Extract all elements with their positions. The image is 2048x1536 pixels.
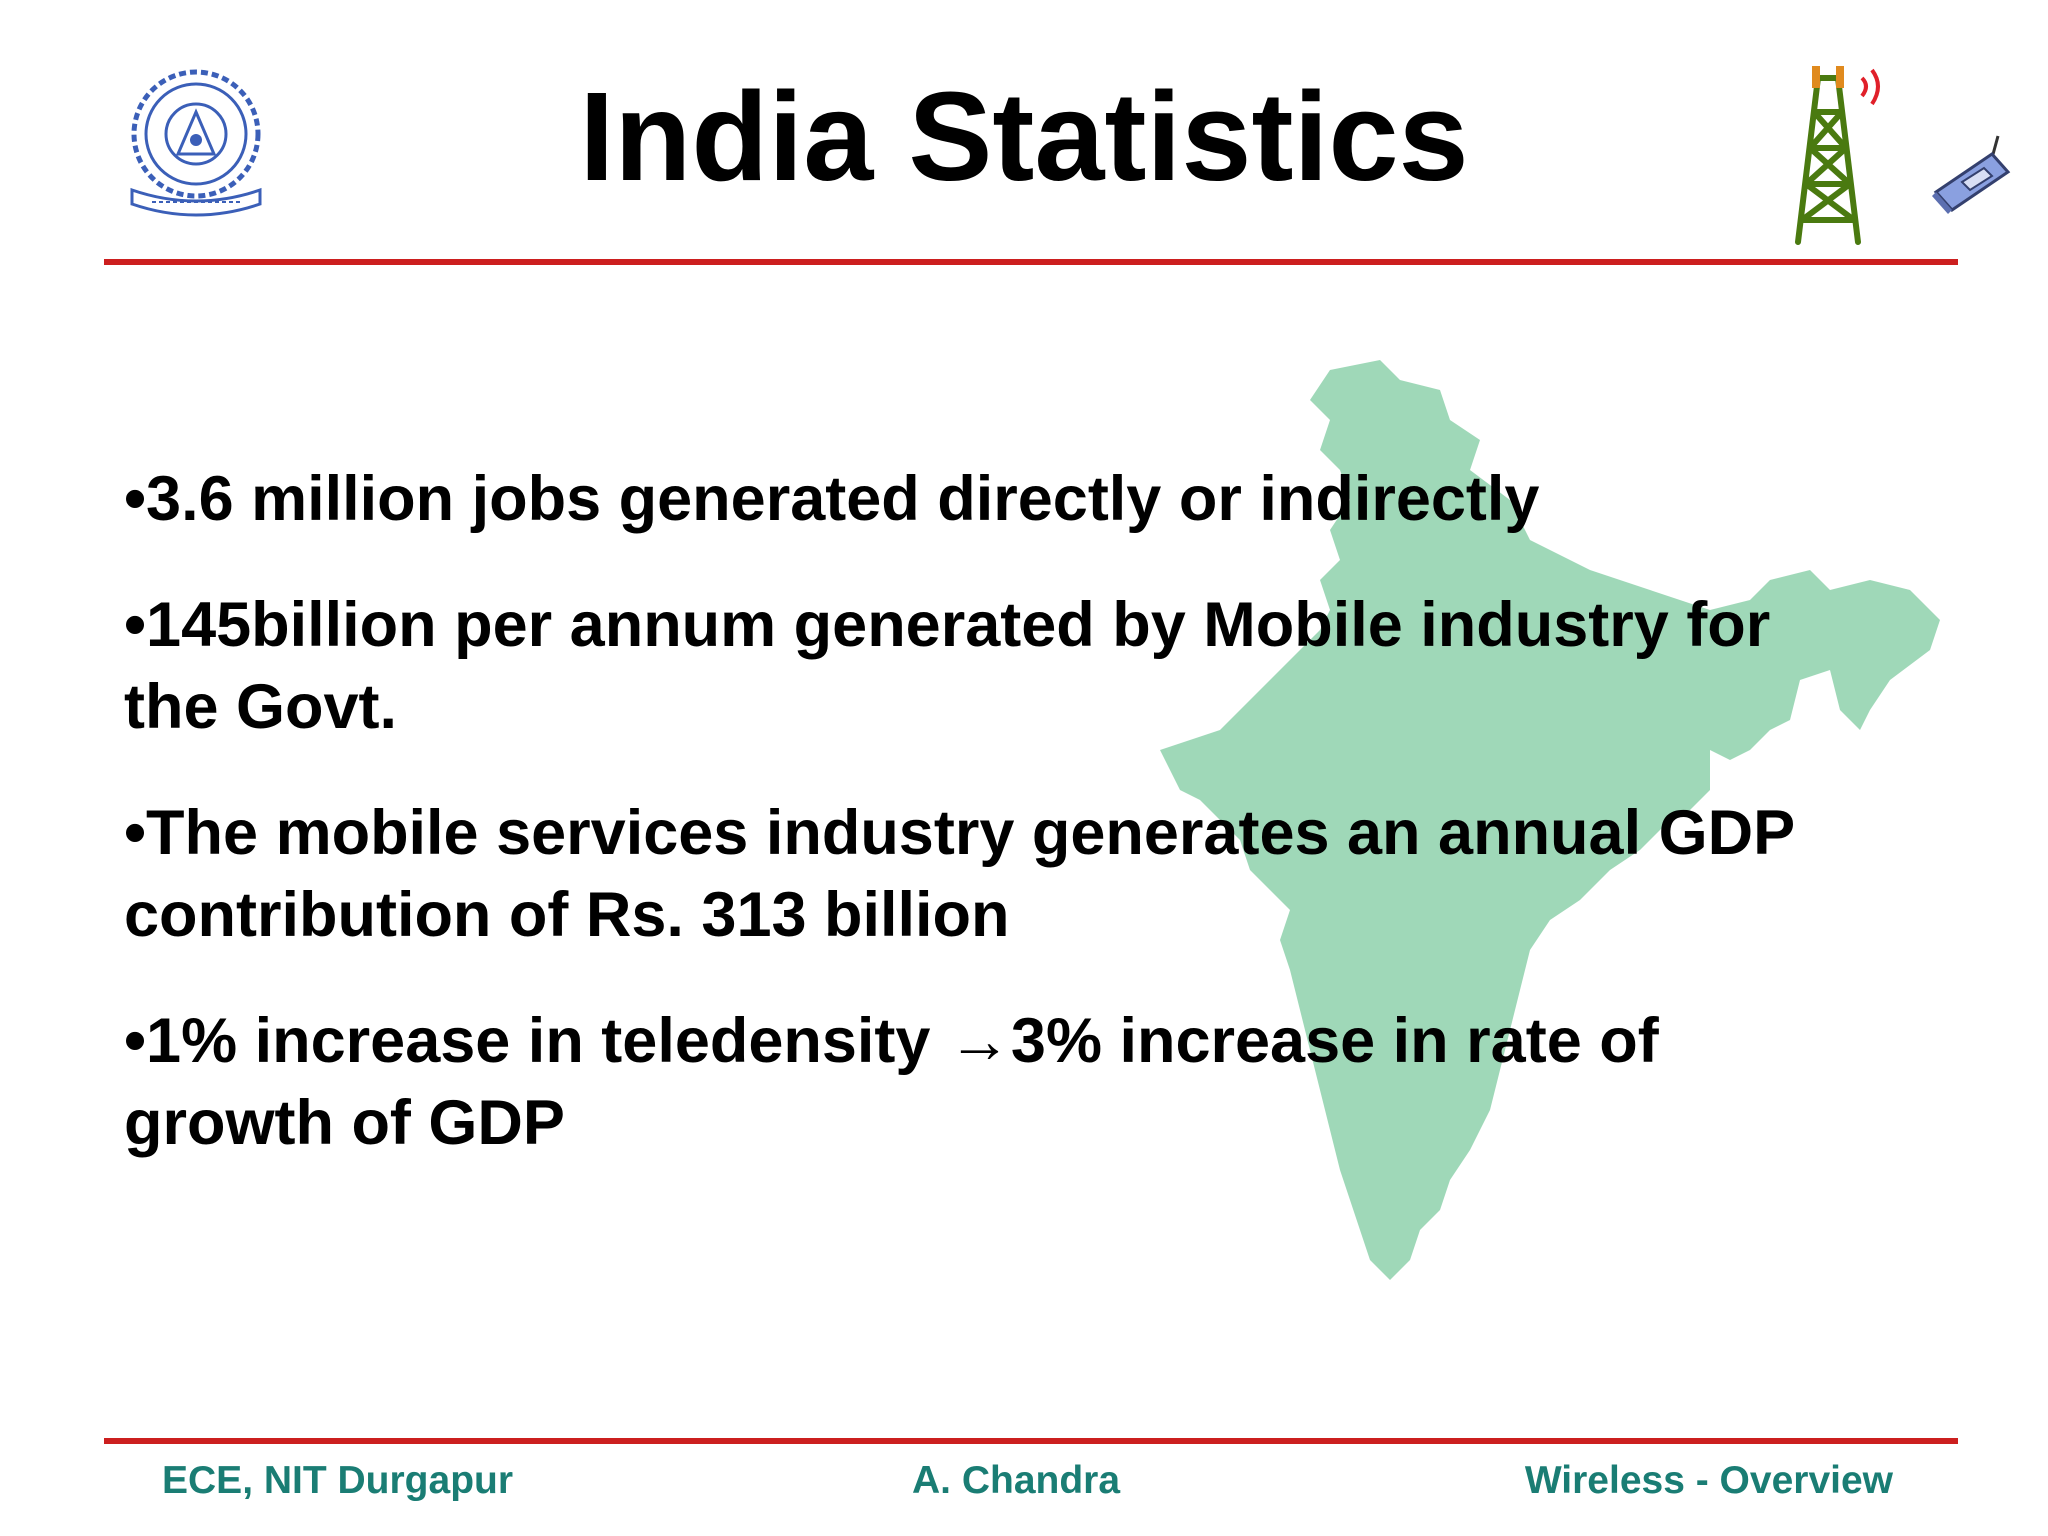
bullet-item: •The mobile services industry generates … xyxy=(124,798,1794,950)
india-map-silhouette xyxy=(1160,360,1940,1280)
footer-author: A. Chandra xyxy=(912,1459,1121,1502)
mobile-phone-icon xyxy=(1932,135,2011,214)
footer-institution: ECE, NIT Durgapur xyxy=(162,1459,514,1502)
nit-durgapur-logo-icon xyxy=(130,69,262,217)
bottom-divider xyxy=(104,1438,1958,1444)
bullet-item: •3.6 million jobs generated directly or … xyxy=(124,464,1540,534)
bullet-item: •145billion per annum generated by Mobil… xyxy=(124,590,1771,742)
top-divider xyxy=(104,259,1958,265)
radio-tower-icon xyxy=(1795,66,1880,245)
slide-title: India Statistics xyxy=(579,66,1469,207)
bullet-list: •3.6 million jobs generated directly or … xyxy=(124,458,1844,1208)
bullet-item: •1% increase in teledensity →3% increase… xyxy=(124,1006,1659,1158)
footer-course: Wireless - Overview xyxy=(1524,1459,1893,1502)
